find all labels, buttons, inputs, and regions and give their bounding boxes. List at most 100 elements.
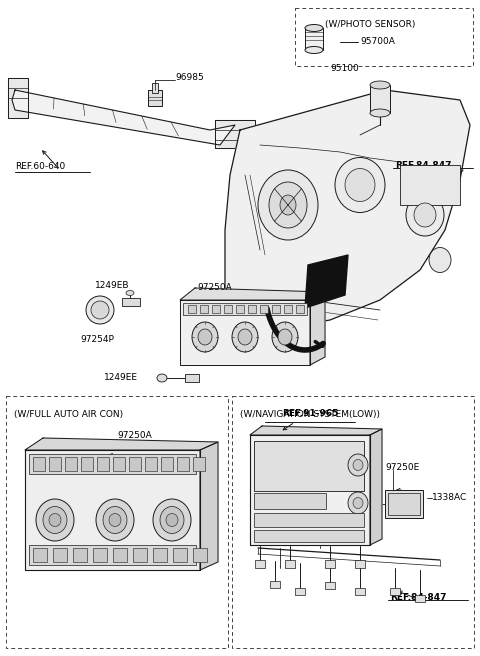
Bar — [29, 545, 196, 565]
Bar — [295, 8, 473, 66]
Polygon shape — [25, 438, 218, 450]
Polygon shape — [310, 292, 325, 365]
Bar — [232, 396, 474, 648]
Ellipse shape — [278, 329, 292, 345]
Bar — [129, 457, 141, 471]
Ellipse shape — [160, 506, 184, 533]
Bar — [133, 548, 147, 562]
Text: 96985: 96985 — [175, 73, 204, 83]
Text: REF.91-965: REF.91-965 — [282, 409, 338, 418]
Text: (W/PHOTO SENSOR): (W/PHOTO SENSOR) — [325, 20, 415, 29]
Bar — [33, 457, 45, 471]
Text: REF.84-847: REF.84-847 — [390, 594, 446, 602]
Bar — [33, 548, 47, 562]
Bar — [97, 457, 109, 471]
Text: (W/FULL AUTO AIR CON): (W/FULL AUTO AIR CON) — [14, 410, 123, 419]
Ellipse shape — [429, 247, 451, 272]
Text: 1249EB: 1249EB — [95, 281, 130, 290]
Ellipse shape — [335, 157, 385, 213]
Text: 1249EE: 1249EE — [104, 373, 138, 382]
Text: 97250E: 97250E — [385, 464, 419, 472]
Ellipse shape — [305, 47, 323, 54]
Bar — [81, 457, 93, 471]
Text: 95100: 95100 — [331, 64, 360, 73]
Text: REF.84-847: REF.84-847 — [395, 161, 452, 169]
Bar — [254, 513, 364, 527]
Text: 97250A: 97250A — [198, 283, 232, 292]
Ellipse shape — [192, 322, 218, 352]
Bar — [388, 493, 420, 515]
Ellipse shape — [269, 182, 307, 228]
Ellipse shape — [91, 301, 109, 319]
Bar — [325, 583, 335, 589]
Bar — [212, 305, 220, 313]
Ellipse shape — [272, 322, 298, 352]
Bar — [6, 396, 228, 648]
Ellipse shape — [166, 514, 178, 527]
Bar — [177, 457, 189, 471]
Ellipse shape — [348, 492, 368, 514]
Bar — [370, 85, 390, 113]
Bar — [122, 298, 140, 306]
Ellipse shape — [305, 24, 323, 31]
Bar — [183, 303, 307, 315]
Bar — [53, 548, 67, 562]
Bar — [325, 560, 335, 568]
Bar — [73, 548, 87, 562]
Bar — [270, 581, 280, 588]
Bar — [193, 548, 207, 562]
Bar — [113, 457, 125, 471]
Bar — [284, 305, 292, 313]
Polygon shape — [200, 442, 218, 570]
Bar — [185, 374, 199, 382]
Text: 97254P: 97254P — [80, 335, 114, 344]
Polygon shape — [305, 255, 348, 308]
Bar — [153, 548, 167, 562]
Bar — [355, 588, 365, 595]
Bar — [49, 457, 61, 471]
Ellipse shape — [96, 499, 134, 541]
Polygon shape — [250, 435, 370, 545]
Ellipse shape — [353, 497, 363, 508]
Ellipse shape — [353, 459, 363, 470]
Text: (W/NAVIGATION SYSTEM(LOW)): (W/NAVIGATION SYSTEM(LOW)) — [240, 410, 380, 419]
Bar — [305, 28, 323, 50]
Bar — [173, 548, 187, 562]
Bar — [188, 305, 196, 313]
Bar — [29, 454, 196, 474]
Bar — [236, 305, 244, 313]
Polygon shape — [215, 120, 255, 148]
Bar — [255, 560, 265, 568]
Bar — [161, 457, 173, 471]
Polygon shape — [225, 90, 470, 330]
Bar — [145, 457, 157, 471]
Bar — [152, 83, 158, 93]
Ellipse shape — [153, 499, 191, 541]
Polygon shape — [12, 90, 235, 145]
Ellipse shape — [238, 329, 252, 345]
Ellipse shape — [157, 374, 167, 382]
Text: 97250A: 97250A — [118, 431, 152, 440]
Ellipse shape — [280, 195, 296, 215]
Bar — [285, 560, 295, 568]
Text: REF.60-640: REF.60-640 — [15, 162, 65, 171]
Ellipse shape — [406, 194, 444, 236]
Bar — [248, 305, 256, 313]
Bar — [200, 305, 208, 313]
Bar — [295, 588, 305, 594]
Ellipse shape — [126, 291, 134, 295]
Polygon shape — [8, 78, 28, 118]
Text: 1338AC: 1338AC — [432, 493, 467, 502]
Bar — [93, 548, 107, 562]
Bar — [296, 305, 304, 313]
Bar — [390, 588, 400, 595]
Bar — [254, 530, 364, 542]
Ellipse shape — [370, 109, 390, 117]
Bar — [254, 493, 326, 509]
Bar — [385, 490, 423, 518]
Bar — [355, 560, 365, 568]
Ellipse shape — [49, 514, 61, 527]
Polygon shape — [180, 288, 325, 300]
Bar — [415, 595, 425, 602]
Ellipse shape — [43, 506, 67, 533]
